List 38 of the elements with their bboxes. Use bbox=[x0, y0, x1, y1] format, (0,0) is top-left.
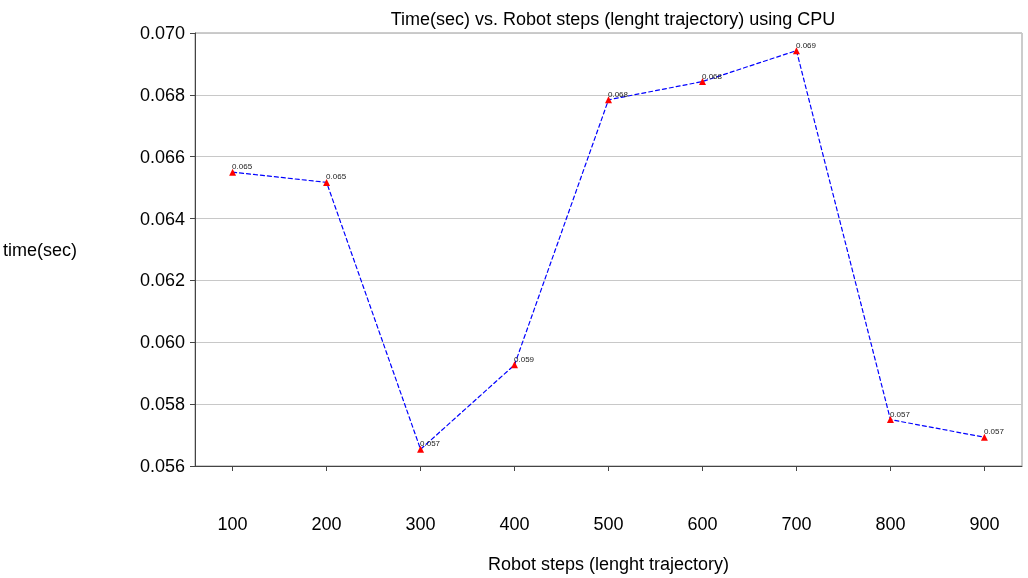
data-label: 0.069 bbox=[795, 40, 817, 50]
data-label: 0.068 bbox=[701, 71, 723, 81]
y-axis-title: time(sec) bbox=[2, 239, 77, 260]
y-tick-label: 0.066 bbox=[139, 146, 185, 167]
x-tick-label: 500 bbox=[593, 514, 624, 534]
point bbox=[698, 78, 706, 86]
chart-title: Time(sec) vs. Robot steps (lenght trajectory) using CPU bbox=[390, 9, 836, 29]
y-tick-label: 0.056 bbox=[139, 456, 185, 476]
point bbox=[417, 445, 425, 453]
x-tick-label: 600 bbox=[687, 514, 718, 534]
point bbox=[511, 361, 519, 369]
data-label: 0.068 bbox=[608, 89, 629, 99]
data-label: 0.057 bbox=[983, 427, 1005, 437]
y-tick-label: 0.070 bbox=[139, 23, 185, 43]
y-tick-label: 0.058 bbox=[139, 394, 185, 415]
point bbox=[605, 96, 612, 104]
data-label: 0.065 bbox=[326, 172, 347, 182]
point bbox=[792, 47, 800, 55]
y-tick-label: 0.068 bbox=[139, 84, 185, 105]
data-label: 0.065 bbox=[232, 162, 253, 172]
data-label: 0.057 bbox=[420, 439, 441, 449]
x-axis-title: Robot steps (lenght trajectory) bbox=[487, 554, 730, 574]
x-tick-label: 400 bbox=[499, 514, 530, 534]
x-tick-label: 700 bbox=[781, 514, 812, 534]
y-tick-label: 0.062 bbox=[139, 270, 185, 291]
x-tick-label: 300 bbox=[405, 514, 436, 534]
point bbox=[229, 168, 237, 176]
x-tick-label: 800 bbox=[875, 514, 906, 534]
point bbox=[323, 178, 331, 186]
x-tick-label: 200 bbox=[311, 514, 342, 534]
y-tick-label: 0.064 bbox=[139, 208, 185, 229]
data-label: 0.059 bbox=[514, 354, 535, 364]
x-tick-label: 900 bbox=[969, 514, 1000, 534]
x-tick-label: 100 bbox=[217, 514, 248, 534]
data-label: 0.057 bbox=[889, 409, 911, 419]
point bbox=[980, 433, 988, 441]
point bbox=[886, 416, 894, 424]
y-tick-label: 0.060 bbox=[139, 332, 185, 353]
